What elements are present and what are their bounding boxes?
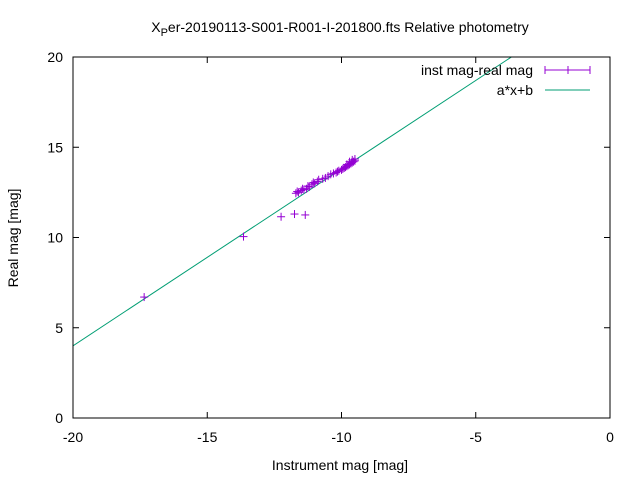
data-point [140,293,149,302]
data-point [290,210,299,219]
chart-title-prefix: X [151,19,161,35]
chart-title-subscript: P [161,27,168,39]
y-tick-label: 15 [47,139,63,155]
data-point [303,182,312,191]
y-tick-label: 10 [47,230,63,246]
y-axis-label: Real mag [mag] [5,189,21,288]
ticks-layer: -20 -15 -10 -5 0 0 5 10 15 20 [47,49,614,445]
data-point [333,167,342,176]
points-layer [140,154,359,302]
data-point [314,175,323,184]
chart-title-rest: er-20190113-S001-R001-I-201800.fts Relat… [168,19,529,35]
x-tick-label: -15 [197,429,217,445]
y-tick-label: 5 [55,320,63,336]
y-tick-label: 20 [47,49,63,65]
legend: inst mag-real mag a*x+b [421,62,591,98]
data-point [293,187,302,196]
x-axis-label: Instrument mag [mag] [272,457,408,473]
legend-label-fit: a*x+b [497,82,533,98]
legend-marker-points [544,66,591,74]
legend-label-points: inst mag-real mag [421,62,533,78]
x-tick-label: 0 [606,429,614,445]
data-point [342,160,351,169]
chart-title: XPer-20190113-S001-R001-I-201800.fts Rel… [151,19,529,39]
x-tick-label: -10 [331,429,351,445]
y-tick-label: 0 [55,410,63,426]
x-tick-label: -20 [63,429,83,445]
data-point [313,177,322,186]
data-point [277,212,286,221]
data-point [309,178,318,187]
data-point [301,210,310,219]
data-point [298,184,307,193]
data-point [239,232,248,241]
plot-frame [72,56,611,419]
x-tick-label: -5 [470,429,483,445]
